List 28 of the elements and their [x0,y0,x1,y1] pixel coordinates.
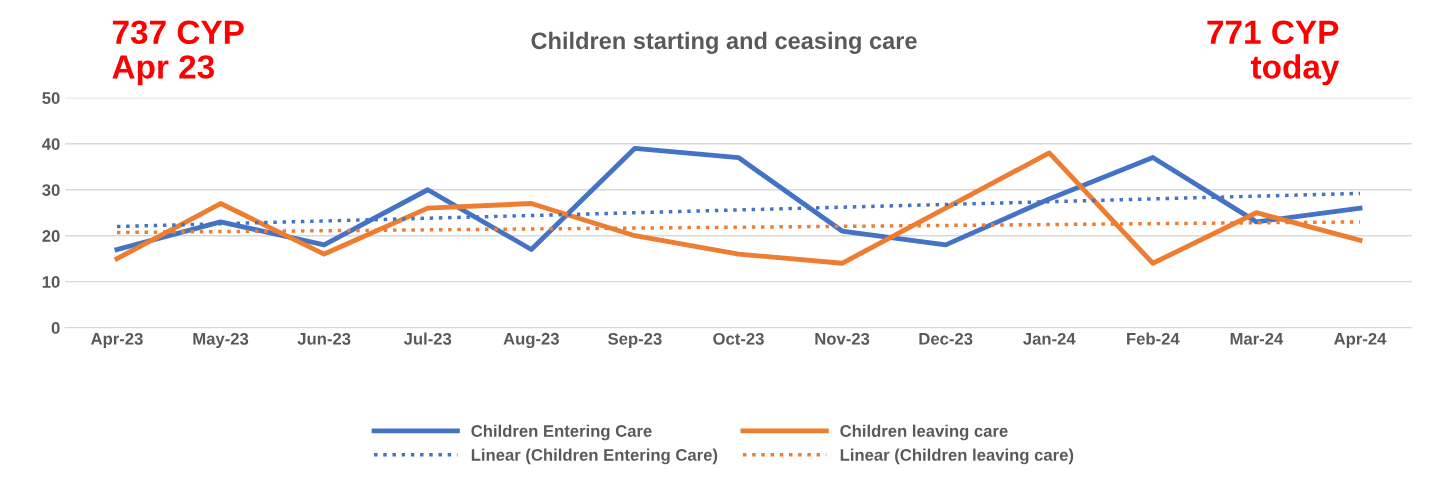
x-tick-label: Jan-24 [1023,332,1076,345]
y-tick-label: 0 [51,322,60,334]
x-tick-label: Oct-23 [713,332,764,345]
x-tick-label: Feb-24 [1127,332,1180,345]
line-series [114,150,1363,266]
x-tick-label: Apr-24 [1334,332,1387,349]
y-tick-label: 10 [42,276,60,288]
y-tick-label: 50 [42,92,60,104]
x-tick-label: Sep-23 [608,332,662,349]
legend-label: Linear (Children leaving care) [840,448,1074,465]
legend-label: Linear (Children Entering Care) [471,448,718,465]
x-tick-label: Mar-24 [1230,332,1284,345]
legend-label: Children leaving care [840,424,1008,441]
x-tick-label: May-23 [193,332,249,349]
x-tick-label: Nov-23 [815,332,870,345]
y-tick-label: 30 [42,184,60,196]
legend-label: Children Entering Care [471,424,652,441]
chart-title: Children starting and ceasing care [531,31,917,54]
x-tick-label: Apr-23 [90,332,143,349]
y-tick-label: 40 [42,138,60,150]
x-tick-label: Jul-23 [403,332,452,345]
line-series [114,145,1363,252]
y-tick-label: 20 [42,230,60,242]
text: 737 CYP Apr 23 [112,20,244,86]
text: 771 CYP today [1207,20,1340,86]
x-tick-label: Jun-23 [297,332,351,345]
x-tick-label: Aug-23 [503,332,559,349]
x-tick-label: Dec-23 [919,332,973,345]
